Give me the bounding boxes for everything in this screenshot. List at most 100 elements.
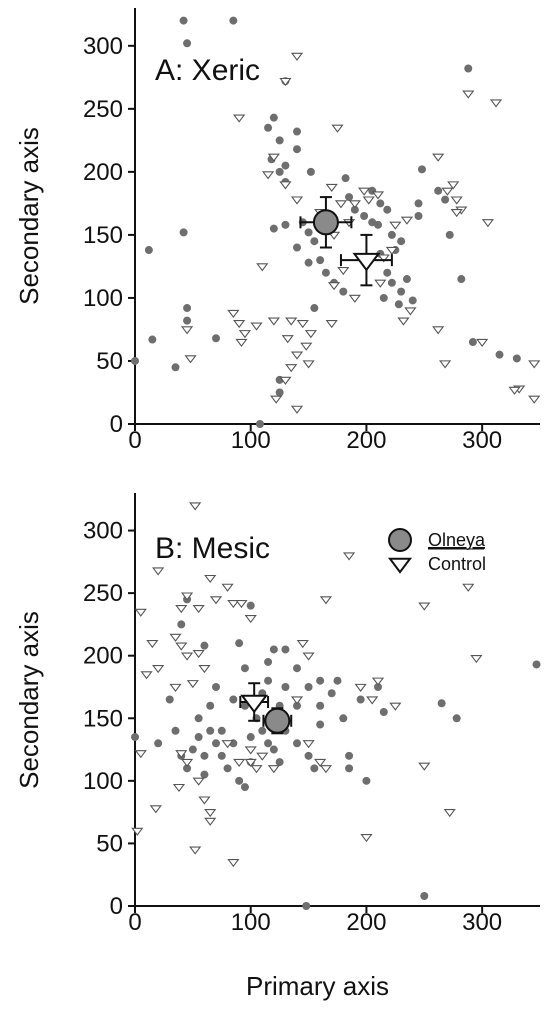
olneya-point	[179, 228, 188, 237]
control-point	[290, 351, 304, 360]
olneya-point	[316, 256, 325, 265]
control-point	[481, 219, 495, 228]
control-point	[175, 642, 188, 651]
control-point	[450, 209, 463, 218]
control-point	[233, 319, 246, 329]
control-point	[250, 322, 263, 331]
legend-label-olneya: Olneya	[428, 530, 486, 550]
olneya-point	[223, 764, 232, 773]
control-point	[134, 608, 147, 617]
control-point	[186, 680, 199, 689]
control-point	[302, 652, 315, 661]
olneya-point	[212, 334, 220, 343]
legend: Olneya Control	[387, 528, 486, 574]
control-point	[250, 765, 263, 774]
olneya-point	[171, 726, 180, 735]
control-point	[256, 263, 269, 272]
olneya-point	[350, 205, 359, 214]
control-point	[227, 599, 240, 609]
control-point	[227, 309, 240, 319]
olneya-mean-marker	[264, 707, 291, 734]
olneya-point	[269, 224, 278, 233]
control-point	[358, 187, 371, 196]
control-point	[221, 740, 234, 749]
x-tick-label: 0	[128, 427, 141, 454]
control-point	[462, 90, 475, 99]
control-point	[337, 267, 350, 276]
y-tick-label: 300	[83, 33, 123, 60]
olneya-point	[333, 676, 342, 685]
olneya-point	[397, 237, 406, 246]
control-point	[227, 859, 240, 868]
olneya-point	[316, 676, 325, 685]
control-point	[279, 181, 292, 190]
control-point	[140, 671, 153, 680]
control-point	[443, 808, 456, 818]
olneya-point	[264, 676, 273, 685]
x-axis-label: Primary axis	[246, 971, 389, 1001]
olneya-point	[148, 335, 157, 344]
control-point	[204, 574, 217, 584]
olneya-point	[457, 275, 466, 284]
olneya-point	[229, 695, 238, 704]
y-axis-label: Secondary axis	[14, 127, 44, 305]
olneya-point	[310, 237, 319, 246]
olneya-point	[264, 657, 273, 666]
control-point	[221, 583, 234, 592]
olneya-point	[414, 212, 423, 220]
olneya-point	[341, 174, 350, 183]
control-point	[149, 805, 162, 814]
olneya-point	[304, 682, 313, 691]
olneya-point	[293, 145, 301, 154]
control-point	[314, 758, 327, 768]
olneya-point	[229, 16, 238, 25]
olneya-point	[293, 127, 301, 136]
control-point	[281, 335, 294, 344]
control-point	[180, 592, 194, 601]
olneya-point	[206, 701, 215, 710]
olneya-point	[235, 639, 244, 648]
control-point	[348, 294, 361, 303]
control-point	[192, 604, 205, 614]
control-point	[172, 783, 186, 793]
olneya-point	[512, 354, 521, 363]
olneya-point	[452, 714, 461, 723]
olneya-point	[235, 776, 244, 785]
olneya-point	[360, 212, 369, 220]
olneya-point	[269, 113, 278, 122]
olneya-point	[293, 243, 301, 252]
olneya-point	[387, 230, 396, 239]
control-point	[180, 652, 194, 661]
control-point	[302, 740, 315, 749]
control-point	[261, 171, 275, 180]
control-point	[366, 696, 379, 705]
x-tick-label: 0	[128, 909, 141, 936]
olneya-point	[441, 195, 450, 204]
olneya-point	[383, 268, 392, 277]
control-point	[327, 282, 341, 291]
olneya-point	[310, 764, 319, 773]
olneya-point	[275, 388, 284, 397]
control-point	[238, 330, 252, 339]
control-point	[439, 360, 452, 369]
control-point	[267, 765, 280, 774]
olneya-point	[269, 745, 278, 754]
control-point	[319, 596, 333, 605]
x-tick-label: 200	[346, 427, 386, 454]
olneya-point	[212, 739, 220, 748]
control-point	[235, 599, 248, 609]
olneya-point	[269, 645, 278, 654]
olneya-point	[171, 363, 180, 372]
control-point	[290, 52, 304, 61]
control-point	[342, 552, 356, 561]
olneya-point	[177, 620, 186, 629]
olneya-point	[304, 228, 313, 237]
control-point	[432, 326, 445, 335]
control-point	[198, 796, 211, 805]
olneya-point	[362, 776, 371, 785]
olneya-point	[417, 165, 426, 174]
panel-mesic: 0 50 100 150 200 250 300 0 100 200 300 B: Mesic Seco…	[14, 493, 541, 1001]
olneya-point	[281, 682, 290, 691]
control-point	[209, 596, 223, 605]
